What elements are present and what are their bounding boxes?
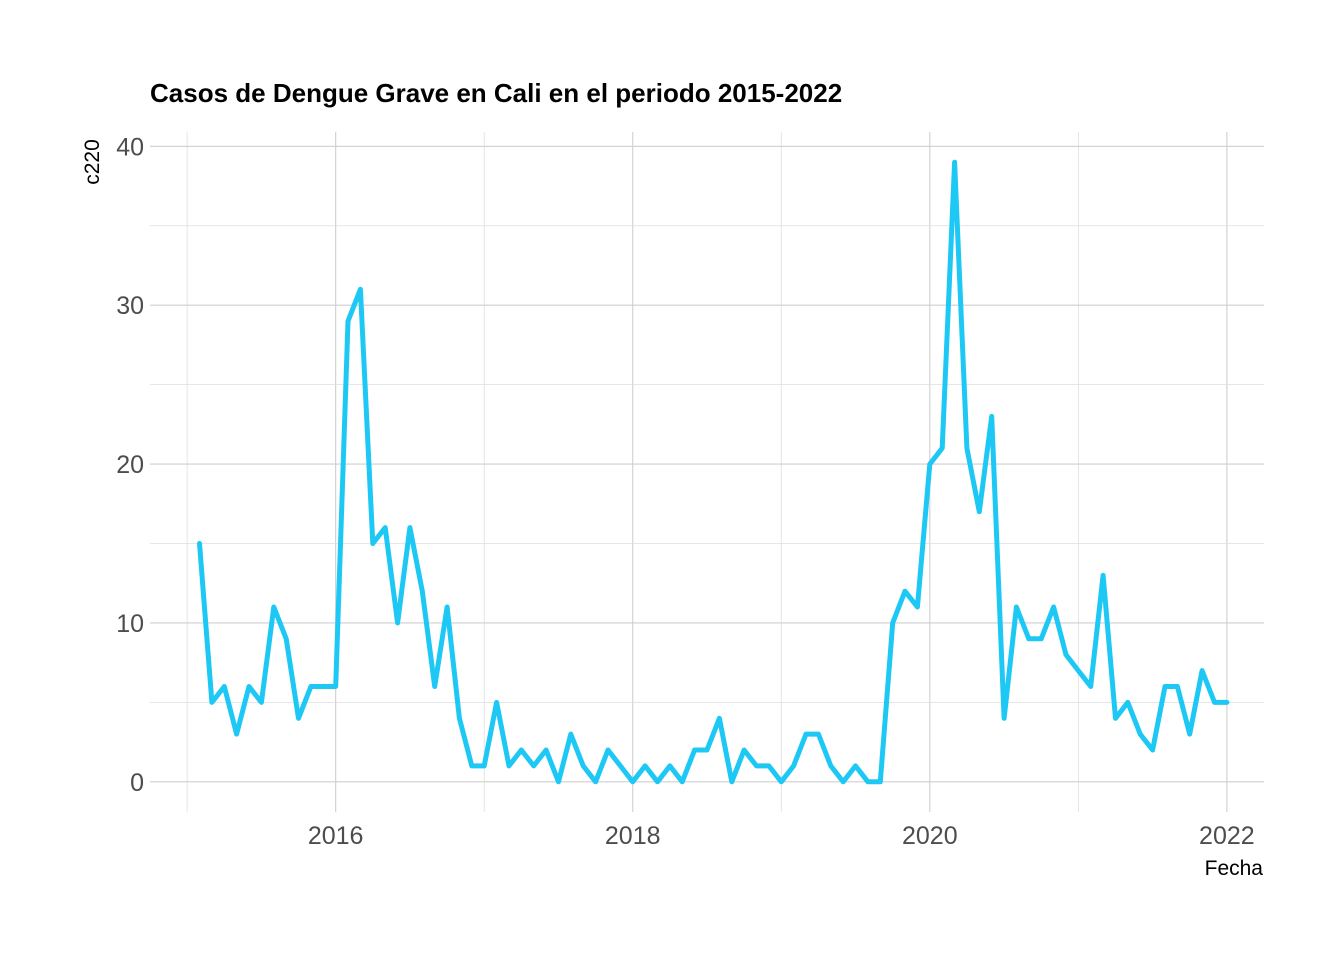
x-tick-label: 2022 (1199, 822, 1255, 850)
x-tick-label: 2018 (605, 822, 661, 850)
y-axis-title: c220 (81, 139, 104, 185)
series-layer (197, 159, 1230, 785)
y-tick-label: 30 (116, 292, 144, 320)
y-tick-label: 10 (116, 610, 144, 638)
x-axis-title: Fecha (1205, 857, 1264, 880)
y-tick-label: 0 (130, 769, 144, 797)
grid-layer (150, 132, 1264, 812)
x-tick-label: 2020 (902, 822, 958, 850)
series-line (197, 159, 1230, 785)
y-tick-label: 20 (116, 451, 144, 479)
tick-layer: 2016 2018 2020 2022 0 10 20 30 40 (116, 133, 1254, 850)
x-tick-label: 2016 (308, 822, 364, 850)
chart-title: Casos de Dengue Grave en Cali en el peri… (150, 78, 842, 108)
y-tick-label: 40 (116, 133, 144, 161)
